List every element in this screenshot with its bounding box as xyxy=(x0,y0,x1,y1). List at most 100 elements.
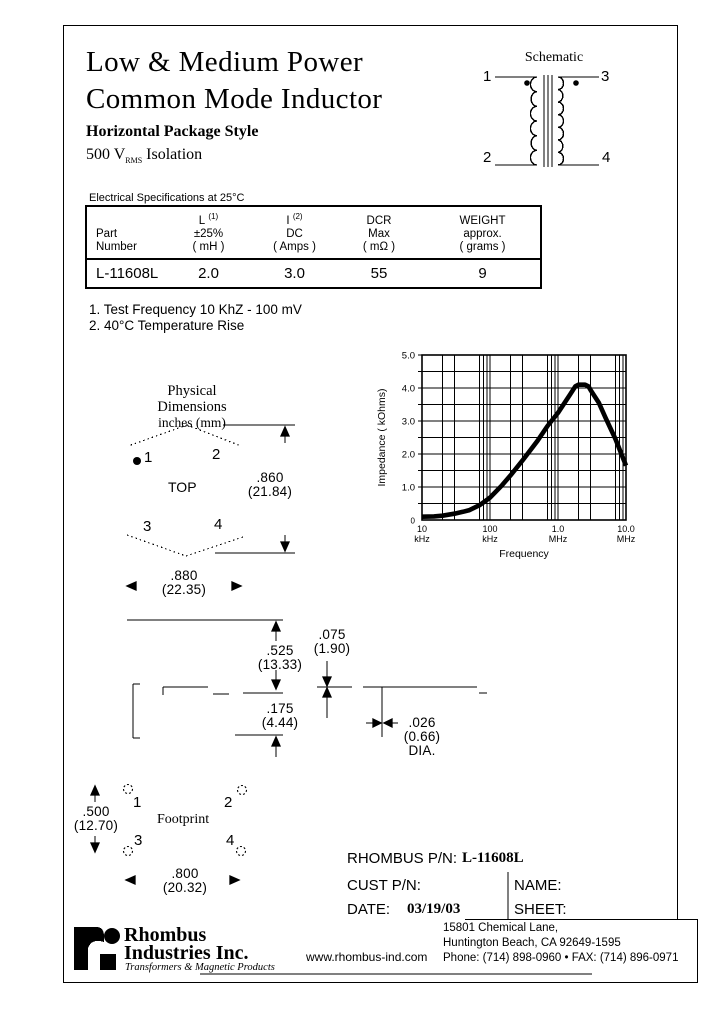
svg-text:MHz: MHz xyxy=(549,534,568,544)
doc-title-line2: Common Mode Inductor xyxy=(86,83,383,115)
schematic-title: Schematic xyxy=(524,50,584,65)
dim-body-length: .860 (21.84) xyxy=(234,471,306,499)
spec-table: Part Number L (1) ±25% ( mH ) I (2) DC (… xyxy=(85,205,542,289)
dim-lead-length: .175 (4.44) xyxy=(244,702,316,730)
rhombus-pn-label: RHOMBUS P/N: xyxy=(347,850,458,867)
footprint-hole-4 xyxy=(235,845,247,857)
current-footnote-ref: (2) xyxy=(292,212,303,222)
date-value: 03/19/03 xyxy=(407,901,461,917)
svg-text:10: 10 xyxy=(417,524,427,534)
dim-body-height-in: .525 xyxy=(266,643,294,658)
top-view-drawing xyxy=(125,424,295,592)
schematic-drawing xyxy=(495,75,599,167)
svg-text:Frequency: Frequency xyxy=(499,548,549,560)
svg-text:3.0: 3.0 xyxy=(402,417,415,428)
note-1: 1. Test Frequency 10 KhZ - 100 mV xyxy=(89,302,302,317)
weight-header-line1: WEIGHT xyxy=(459,215,506,227)
inductance-tolerance: ±25% xyxy=(193,228,224,240)
company-logo xyxy=(74,927,120,970)
svg-text:1.0: 1.0 xyxy=(402,483,415,494)
dim-fp-pitch-y-in: .500 xyxy=(82,804,110,819)
impedance-chart: 01.02.03.04.05.010kHz100kHz1.0MHz10.0MHz… xyxy=(376,351,636,561)
dim-lead-length-mm: (4.44) xyxy=(261,715,299,730)
name-label: NAME: xyxy=(514,877,562,894)
inductance-footnote-ref: (1) xyxy=(208,212,219,222)
schematic-pin-1: 1 xyxy=(483,68,492,85)
dim-lead-dia-suffix: DIA. xyxy=(408,743,436,758)
inductance-symbol: L xyxy=(198,215,206,227)
part-header-line1: Part xyxy=(96,228,118,240)
package-style: Horizontal Package Style xyxy=(86,123,259,140)
col-header-weight: WEIGHT approx. ( grams ) xyxy=(425,206,541,259)
footprint-pin-3: 3 xyxy=(134,832,143,849)
cell-inductance: 2.0 xyxy=(161,258,256,288)
svg-text:0: 0 xyxy=(411,517,416,526)
polarity-dot-right xyxy=(573,80,579,86)
dim-fp-pitch-x-mm: (20.32) xyxy=(162,880,208,895)
svg-text:kHz: kHz xyxy=(482,534,498,544)
doc-title-line1: Low & Medium Power xyxy=(86,46,364,78)
note-2: 2. 40°C Temperature Rise xyxy=(89,318,245,333)
address-line2: Huntington Beach, CA 92649-1595 xyxy=(443,937,621,949)
sheet-label: SHEET: xyxy=(514,901,567,918)
col-header-dcr: DCR Max ( mΩ ) xyxy=(333,206,425,259)
top-view-pin-3: 3 xyxy=(143,518,152,535)
col-header-current: I (2) DC ( Amps ) xyxy=(256,206,333,259)
dim-body-height: .525 (13.33) xyxy=(244,644,316,672)
polarity-dot-left xyxy=(524,80,530,86)
dim-body-width: .880 (22.35) xyxy=(148,569,220,597)
weight-header-line2: approx. xyxy=(463,228,502,240)
top-view-pin-1: 1 xyxy=(144,449,153,466)
part-header-line2: Number xyxy=(96,241,137,253)
physical-dims-title-line1: Physical Dimensions xyxy=(157,383,227,415)
svg-text:5.0: 5.0 xyxy=(402,351,415,362)
svg-text:Impedance ( kOhms): Impedance ( kOhms) xyxy=(376,388,388,486)
svg-text:2.0: 2.0 xyxy=(402,450,415,461)
spec-table-caption: Electrical Specifications at 25°C xyxy=(89,192,245,204)
isolation-subscript: RMS xyxy=(125,156,143,166)
cust-pn-label: CUST P/N: xyxy=(347,877,421,894)
dim-body-width-mm: (22.35) xyxy=(161,582,207,597)
svg-text:MHz: MHz xyxy=(617,534,636,544)
cell-part-number: L-11608L xyxy=(86,258,161,288)
dim-lead-dia-in: .026 xyxy=(408,715,436,730)
dim-body-length-mm: (21.84) xyxy=(247,484,293,499)
rhombus-pn-value: L-11608L xyxy=(462,850,524,866)
physical-dims-title: Physical Dimensions inches (mm) xyxy=(132,383,252,430)
col-header-inductance: L (1) ±25% ( mH ) xyxy=(161,206,256,259)
dim-body-height-mm: (13.33) xyxy=(257,657,303,672)
weight-unit: ( grams ) xyxy=(459,241,506,253)
cell-dcr: 55 xyxy=(333,258,425,288)
address-phone-fax: Phone: (714) 898-0960 • FAX: (714) 896-0… xyxy=(443,952,679,964)
spec-row: L-11608L 2.0 3.0 55 9 xyxy=(86,258,541,288)
date-label: DATE: xyxy=(347,901,391,918)
svg-text:4.0: 4.0 xyxy=(402,384,415,395)
footprint-label: Footprint xyxy=(157,812,210,827)
svg-text:kHz: kHz xyxy=(414,534,430,544)
footprint-hole-2 xyxy=(236,784,248,796)
isolation-prefix: 500 V xyxy=(86,146,126,163)
dcr-unit: ( mΩ ) xyxy=(362,241,396,253)
top-view-pin-2: 2 xyxy=(212,446,221,463)
col-header-part: Part Number xyxy=(86,206,161,259)
top-view-label: TOP xyxy=(168,479,197,495)
dim-body-width-in: .880 xyxy=(170,568,198,583)
current-symbol: I xyxy=(286,215,290,227)
dim-standoff-mm: (1.90) xyxy=(313,641,351,656)
physical-dims-title-line2: inches (mm) xyxy=(158,415,226,430)
top-view-pin-4: 4 xyxy=(214,516,223,533)
company-name-line1: Rhombus xyxy=(124,924,207,946)
pin1-polarity-dot xyxy=(133,457,141,465)
cell-weight: 9 xyxy=(425,258,541,288)
dim-lead-dia-mm: (0.66) xyxy=(403,729,441,744)
current-type: DC xyxy=(286,228,303,240)
address-line1: 15801 Chemical Lane, xyxy=(443,922,559,934)
company-tagline: Transformers & Magnetic Products xyxy=(125,962,275,973)
footprint-drawing xyxy=(89,783,248,886)
dim-footprint-pitch-x: .800 (20.32) xyxy=(149,867,221,895)
isolation-suffix: Isolation xyxy=(142,146,203,163)
footprint-pin-2: 2 xyxy=(224,794,233,811)
dim-lead-dia: .026 (0.66) DIA. xyxy=(393,716,451,758)
